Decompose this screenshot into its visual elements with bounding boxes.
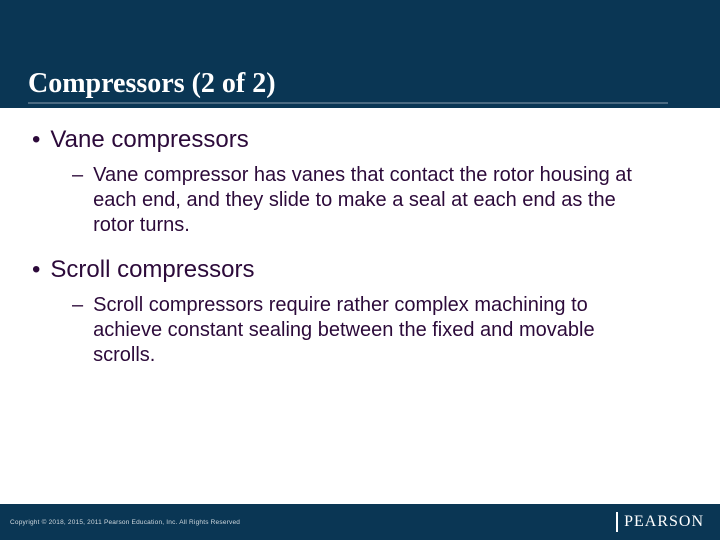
bullet-label: Scroll compressors (50, 256, 254, 284)
bullet-sub-text: Scroll compressors require rather comple… (93, 293, 653, 368)
bullet-level1: • Vane compressors (32, 126, 688, 155)
slide-header: Compressors (2 of 2) (0, 0, 720, 108)
slide-footer: Copyright © 2018, 2015, 2011 Pearson Edu… (0, 504, 720, 540)
bullet-sub-text: Vane compressor has vanes that contact t… (93, 163, 653, 238)
bullet-level1: • Scroll compressors (32, 256, 688, 285)
slide-content: • Vane compressors – Vane compressor has… (0, 108, 720, 504)
bullet-dot-icon: • (32, 126, 40, 155)
slide: Compressors (2 of 2) • Vane compressors … (0, 0, 720, 540)
bullet-dash-icon: – (72, 293, 83, 318)
bullet-dash-icon: – (72, 163, 83, 188)
bullet-label: Vane compressors (50, 126, 248, 154)
bullet-level2: – Vane compressor has vanes that contact… (72, 163, 688, 238)
title-underline (28, 102, 668, 104)
slide-title: Compressors (2 of 2) (28, 68, 276, 100)
logo-text: PEARSON (624, 513, 704, 531)
bullet-level2: – Scroll compressors require rather comp… (72, 293, 688, 368)
copyright-text: Copyright © 2018, 2015, 2011 Pearson Edu… (10, 519, 240, 526)
pearson-logo: PEARSON (616, 512, 704, 532)
logo-bar-icon (616, 512, 618, 532)
bullet-dot-icon: • (32, 256, 40, 285)
